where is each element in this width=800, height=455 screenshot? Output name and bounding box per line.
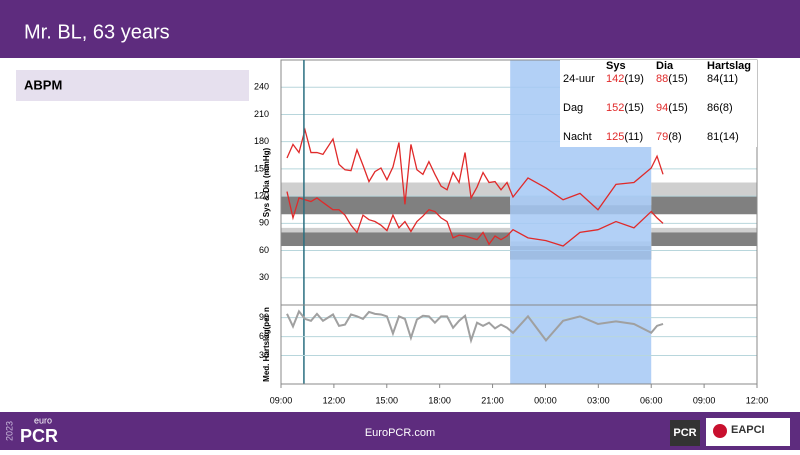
row-label: Nacht xyxy=(563,131,592,143)
x-tick-label: 12:00 xyxy=(746,395,769,405)
threshold-band xyxy=(651,196,757,215)
panel-frame xyxy=(280,304,758,385)
y-tick-label: 120 xyxy=(254,190,269,200)
cell: 88(15) xyxy=(656,73,688,85)
x-tick-label: 12:00 xyxy=(323,395,346,405)
pcr-logo xyxy=(670,420,700,446)
cell: 86(8) xyxy=(707,102,733,114)
footer-year: 2023 xyxy=(4,421,14,441)
row-label: Dag xyxy=(563,102,583,114)
footer-bar xyxy=(0,412,800,450)
cell: 84(11) xyxy=(707,73,738,85)
y-tick-label: 60 xyxy=(259,331,269,341)
x-tick-label: 06:00 xyxy=(640,395,663,405)
sidebar-box xyxy=(16,70,249,101)
cell: 79(8) xyxy=(656,131,682,143)
y-axis-label: Sys & Dia (mmHg) xyxy=(262,147,271,217)
cell-sd: (15) xyxy=(624,102,644,114)
footer-url: EuroPCR.com xyxy=(365,427,435,439)
cell-value: 125 xyxy=(606,131,624,143)
y-tick-label: 240 xyxy=(254,82,269,92)
y-axis-label: Med. Hartslag(per n xyxy=(262,307,271,382)
y-tick-label: 180 xyxy=(254,136,269,146)
cell-sd: (19) xyxy=(624,73,644,85)
cell-value: 88 xyxy=(656,73,668,85)
cell: 142(19) xyxy=(606,73,644,85)
row-label: 24-uur xyxy=(563,73,595,85)
x-tick-label: 15:00 xyxy=(376,395,399,405)
cell-sd: (15) xyxy=(668,102,688,114)
cell-value: 79 xyxy=(656,131,668,143)
footer-logo: PCR xyxy=(20,426,58,446)
series-line xyxy=(286,309,664,344)
y-tick-label: 90 xyxy=(259,312,269,322)
sidebar-label: ABPM xyxy=(24,77,62,92)
table-header: Dia xyxy=(656,60,674,72)
cell: 81(14) xyxy=(707,131,739,143)
x-tick-label: 00:00 xyxy=(534,395,557,405)
threshold-band xyxy=(651,182,757,197)
threshold-band xyxy=(651,232,757,247)
cell-sd: (15) xyxy=(668,73,688,85)
summary-table xyxy=(560,60,757,147)
x-tick-label: 03:00 xyxy=(587,395,610,405)
cell-sd: (8) xyxy=(668,131,681,143)
threshold-band xyxy=(651,227,757,233)
series-line xyxy=(286,127,664,211)
y-tick-label: 90 xyxy=(259,218,269,228)
pcr-logo-text: PCR xyxy=(673,427,696,439)
y-tick-label: 210 xyxy=(254,109,269,119)
table-header: Hartslag xyxy=(707,60,751,72)
threshold-band xyxy=(281,227,511,233)
series-line xyxy=(286,191,664,247)
eapci-icon xyxy=(713,424,727,438)
x-tick-label: 18:00 xyxy=(428,395,451,405)
y-tick-label: 30 xyxy=(259,350,269,360)
cell: 94(15) xyxy=(656,102,688,114)
y-tick-label: 150 xyxy=(254,163,269,173)
y-tick-label: 60 xyxy=(259,245,269,255)
threshold-band xyxy=(281,182,511,197)
cell-value: 152 xyxy=(606,102,624,114)
x-tick-label: 09:00 xyxy=(693,395,716,405)
cell-value: 94 xyxy=(656,102,668,114)
cell-value: 142 xyxy=(606,73,624,85)
cell: 125(11) xyxy=(606,131,643,143)
x-tick-label: 21:00 xyxy=(481,395,504,405)
slide-title: Mr. BL, 63 years xyxy=(24,21,170,43)
y-tick-label: 30 xyxy=(259,272,269,282)
header-bar xyxy=(0,0,800,58)
table-header: Sys xyxy=(606,60,626,72)
x-tick-label: 09:00 xyxy=(270,395,293,405)
cell: 152(15) xyxy=(606,102,644,114)
cell-sd: (11) xyxy=(624,131,643,143)
footer-logo-top: euro xyxy=(34,415,52,425)
eapci-text: EAPCI xyxy=(731,424,765,436)
